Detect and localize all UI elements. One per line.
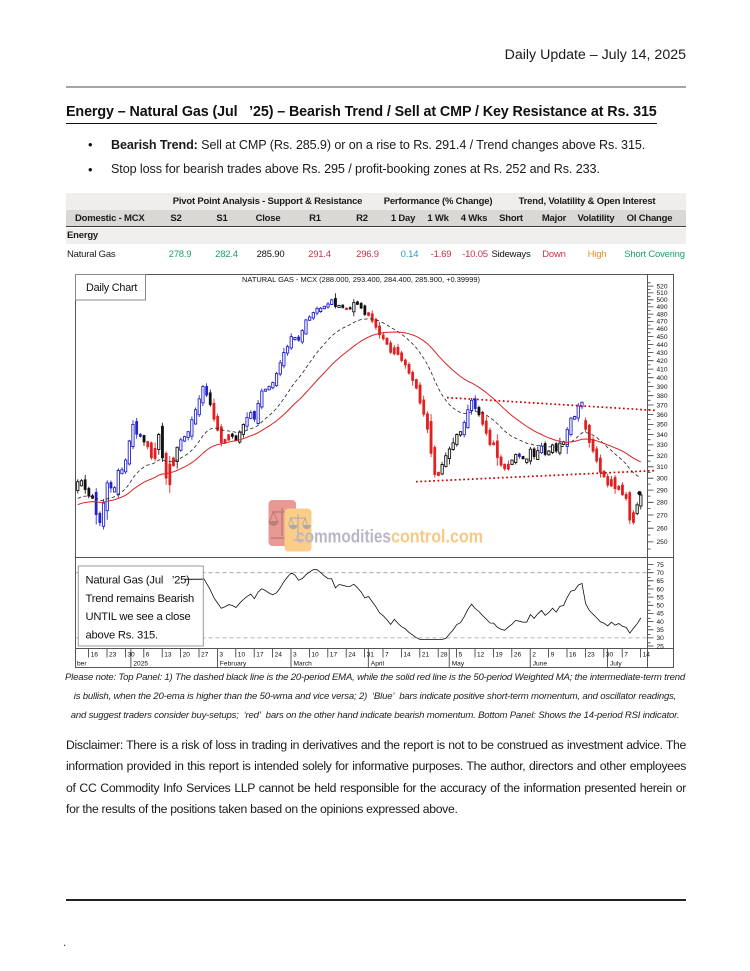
svg-text:14: 14: [643, 652, 651, 659]
svg-text:Trend remains Bearish: Trend remains Bearish: [86, 593, 195, 605]
svg-text:410: 410: [657, 366, 668, 373]
svg-text:20: 20: [183, 652, 191, 659]
svg-text:370: 370: [657, 402, 668, 409]
svg-text:3: 3: [219, 652, 223, 659]
svg-text:30: 30: [127, 652, 135, 659]
svg-text:480: 480: [657, 311, 668, 318]
svg-text:300: 300: [657, 476, 668, 483]
svg-text:270: 270: [657, 512, 668, 519]
svg-text:17: 17: [256, 652, 264, 659]
svg-text:60: 60: [657, 586, 665, 593]
svg-text:330: 330: [657, 442, 668, 449]
svg-text:2025: 2025: [133, 661, 148, 668]
svg-text:NATURAL GAS - MCX (288.000, 29: NATURAL GAS - MCX (288.000, 293.400, 284…: [242, 277, 480, 284]
svg-text:430: 430: [657, 350, 668, 357]
svg-text:320: 320: [657, 453, 668, 460]
svg-text:7: 7: [385, 652, 389, 659]
svg-text:500: 500: [657, 297, 668, 304]
svg-text:10: 10: [311, 652, 319, 659]
svg-text:55: 55: [657, 594, 665, 601]
svg-text:23: 23: [109, 652, 117, 659]
svg-text:21: 21: [422, 652, 430, 659]
svg-text:250: 250: [657, 539, 668, 546]
svg-text:7: 7: [624, 652, 628, 659]
svg-text:30: 30: [657, 635, 665, 642]
svg-text:6: 6: [146, 652, 150, 659]
svg-text:520: 520: [657, 283, 668, 290]
svg-text:3: 3: [293, 652, 297, 659]
svg-text:24: 24: [348, 652, 356, 659]
svg-text:30: 30: [606, 652, 614, 659]
svg-text:65: 65: [657, 578, 665, 585]
svg-text:470: 470: [657, 319, 668, 326]
svg-text:440: 440: [657, 342, 668, 349]
svg-text:23: 23: [587, 652, 595, 659]
svg-text:commodities: commodities: [296, 526, 391, 547]
svg-text:UNTIL we see a close: UNTIL we see a close: [86, 611, 191, 623]
svg-text:35: 35: [657, 627, 665, 634]
svg-text:control.com: control.com: [391, 526, 483, 547]
svg-text:75: 75: [657, 562, 665, 569]
svg-text:400: 400: [657, 375, 668, 382]
svg-text:ber: ber: [77, 661, 87, 668]
svg-text:2: 2: [532, 652, 536, 659]
svg-text:420: 420: [657, 358, 668, 365]
svg-text:45: 45: [657, 611, 665, 618]
svg-text:17: 17: [330, 652, 338, 659]
svg-text:40: 40: [657, 619, 665, 626]
svg-text:13: 13: [164, 652, 172, 659]
svg-text:24: 24: [275, 652, 283, 659]
svg-text:Natural Gas (Jul ’25): Natural Gas (Jul ’25): [86, 575, 191, 587]
svg-text:19: 19: [495, 652, 503, 659]
svg-text:28: 28: [440, 652, 448, 659]
svg-text:280: 280: [657, 500, 668, 507]
svg-text:June: June: [533, 661, 548, 668]
svg-text:26: 26: [514, 652, 522, 659]
svg-text:July: July: [610, 661, 622, 668]
svg-text:390: 390: [657, 384, 668, 391]
svg-text:above Rs. 315.: above Rs. 315.: [86, 629, 159, 641]
svg-text:February: February: [220, 661, 247, 668]
svg-text:380: 380: [657, 393, 668, 400]
svg-text:May: May: [452, 661, 465, 668]
svg-text:510: 510: [657, 290, 668, 297]
svg-text:March: March: [294, 661, 313, 668]
svg-text:260: 260: [657, 526, 668, 533]
svg-text:9: 9: [551, 652, 555, 659]
svg-text:27: 27: [201, 652, 209, 659]
svg-text:16: 16: [569, 652, 577, 659]
svg-text:450: 450: [657, 334, 668, 341]
svg-text:25: 25: [657, 643, 665, 650]
svg-text:360: 360: [657, 412, 668, 419]
svg-text:350: 350: [657, 422, 668, 429]
svg-text:460: 460: [657, 326, 668, 333]
svg-text:31: 31: [367, 652, 375, 659]
svg-text:5: 5: [459, 652, 463, 659]
svg-text:340: 340: [657, 432, 668, 439]
svg-text:290: 290: [657, 487, 668, 494]
svg-text:490: 490: [657, 304, 668, 311]
svg-text:16: 16: [91, 652, 99, 659]
svg-text:310: 310: [657, 464, 668, 471]
svg-text:50: 50: [657, 603, 665, 610]
svg-text:Daily Chart: Daily Chart: [86, 282, 137, 294]
svg-text:70: 70: [657, 570, 665, 577]
svg-text:April: April: [371, 661, 385, 668]
svg-text:12: 12: [477, 652, 485, 659]
svg-text:14: 14: [403, 652, 411, 659]
svg-text:10: 10: [238, 652, 246, 659]
